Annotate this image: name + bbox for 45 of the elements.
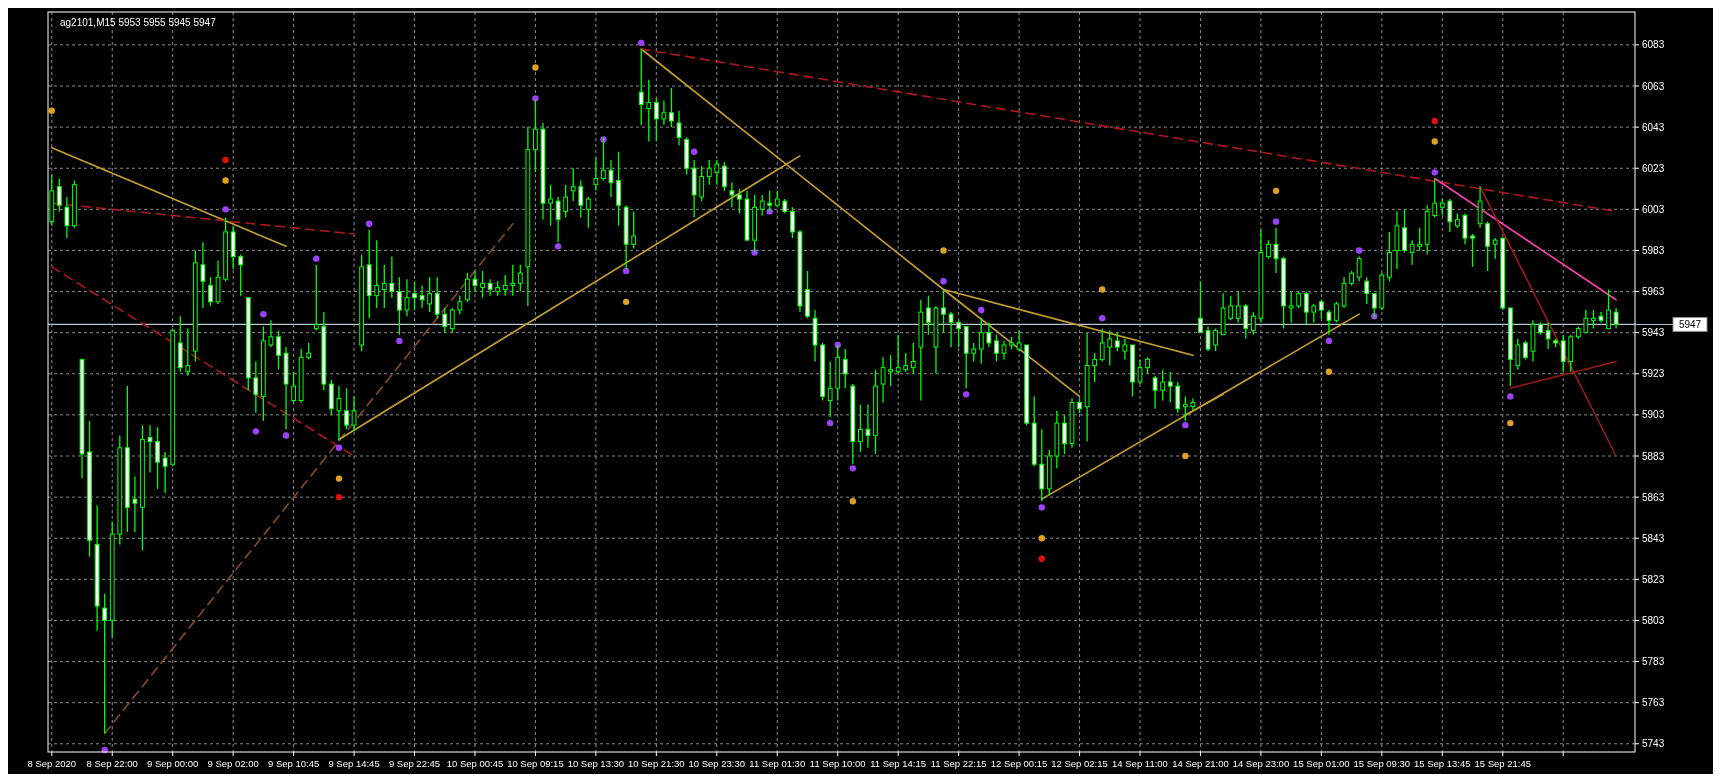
x-tick-label: 9 Sep 22:45 [388, 758, 441, 769]
x-tick-label: 12 Sep 00:15 [990, 758, 1048, 769]
x-tick-label: 9 Sep 00:00 [147, 758, 199, 769]
x-tick-label: 14 Sep 21:00 [1172, 758, 1229, 769]
x-tick-label: 11 Sep 22:15 [930, 758, 987, 769]
y-tick-label: 5803 [1642, 614, 1665, 626]
y-tick-label: 5963 [1642, 286, 1665, 298]
y-tick-label: 6043 [1642, 121, 1665, 133]
y-tick-label: 5943 [1642, 327, 1665, 339]
x-tick-label: 11 Sep 14:15 [870, 758, 927, 769]
x-tick-label: 8 Sep 22:00 [86, 758, 138, 769]
x-tick-label: 10 Sep 09:15 [507, 758, 564, 769]
x-tick-label: 8 Sep 2020 [27, 758, 77, 769]
x-tick-label: 15 Sep 01:00 [1293, 758, 1350, 769]
x-tick-label: 10 Sep 21:30 [628, 758, 685, 769]
x-tick-label: 12 Sep 02:15 [1051, 758, 1108, 769]
y-tick-label: 6083 [1642, 39, 1665, 51]
text: ag2101,M15 5953 5955 5945 5947 [60, 17, 217, 28]
y-tick-label: 5863 [1642, 491, 1665, 503]
x-tick-label: 10 Sep 13:30 [567, 758, 625, 769]
y-tick-label: 5743 [1642, 738, 1665, 750]
x-tick-label: 15 Sep 09:30 [1353, 758, 1411, 769]
y-tick-label: 5823 [1642, 573, 1665, 585]
x-tick-label: 10 Sep 00:45 [446, 758, 504, 769]
x-tick-label: 14 Sep 23:00 [1232, 758, 1290, 769]
x-tick-label: 9 Sep 14:45 [328, 758, 380, 769]
x-tick-label: 11 Sep 01:30 [749, 758, 806, 769]
x-tick-label: 10 Sep 23:30 [688, 758, 746, 769]
y-tick-label: 5923 [1642, 368, 1665, 380]
y-tick-label: 5783 [1642, 656, 1665, 668]
y-tick-label: 5903 [1642, 409, 1665, 421]
y-tick-label: 5983 [1642, 244, 1665, 256]
y-tick-label: 6063 [1642, 80, 1665, 92]
y-tick-label: 5763 [1642, 697, 1665, 709]
x-tick-label: 9 Sep 02:00 [207, 758, 259, 769]
ref-line-label: 5947 [1678, 318, 1702, 330]
y-tick-label: 6003 [1642, 203, 1665, 215]
x-tick-label: 9 Sep 10:45 [267, 758, 320, 769]
x-tick-label: 11 Sep 10:00 [809, 758, 866, 769]
x-tick-label: 15 Sep 13:45 [1414, 758, 1471, 769]
x-tick-label: 14 Sep 11:00 [1112, 758, 1168, 769]
y-tick-label: 5883 [1642, 450, 1665, 462]
y-tick-label: 6023 [1642, 162, 1665, 174]
y-tick-label: 5843 [1642, 532, 1665, 544]
x-tick-label: 15 Sep 21:45 [1474, 758, 1532, 769]
